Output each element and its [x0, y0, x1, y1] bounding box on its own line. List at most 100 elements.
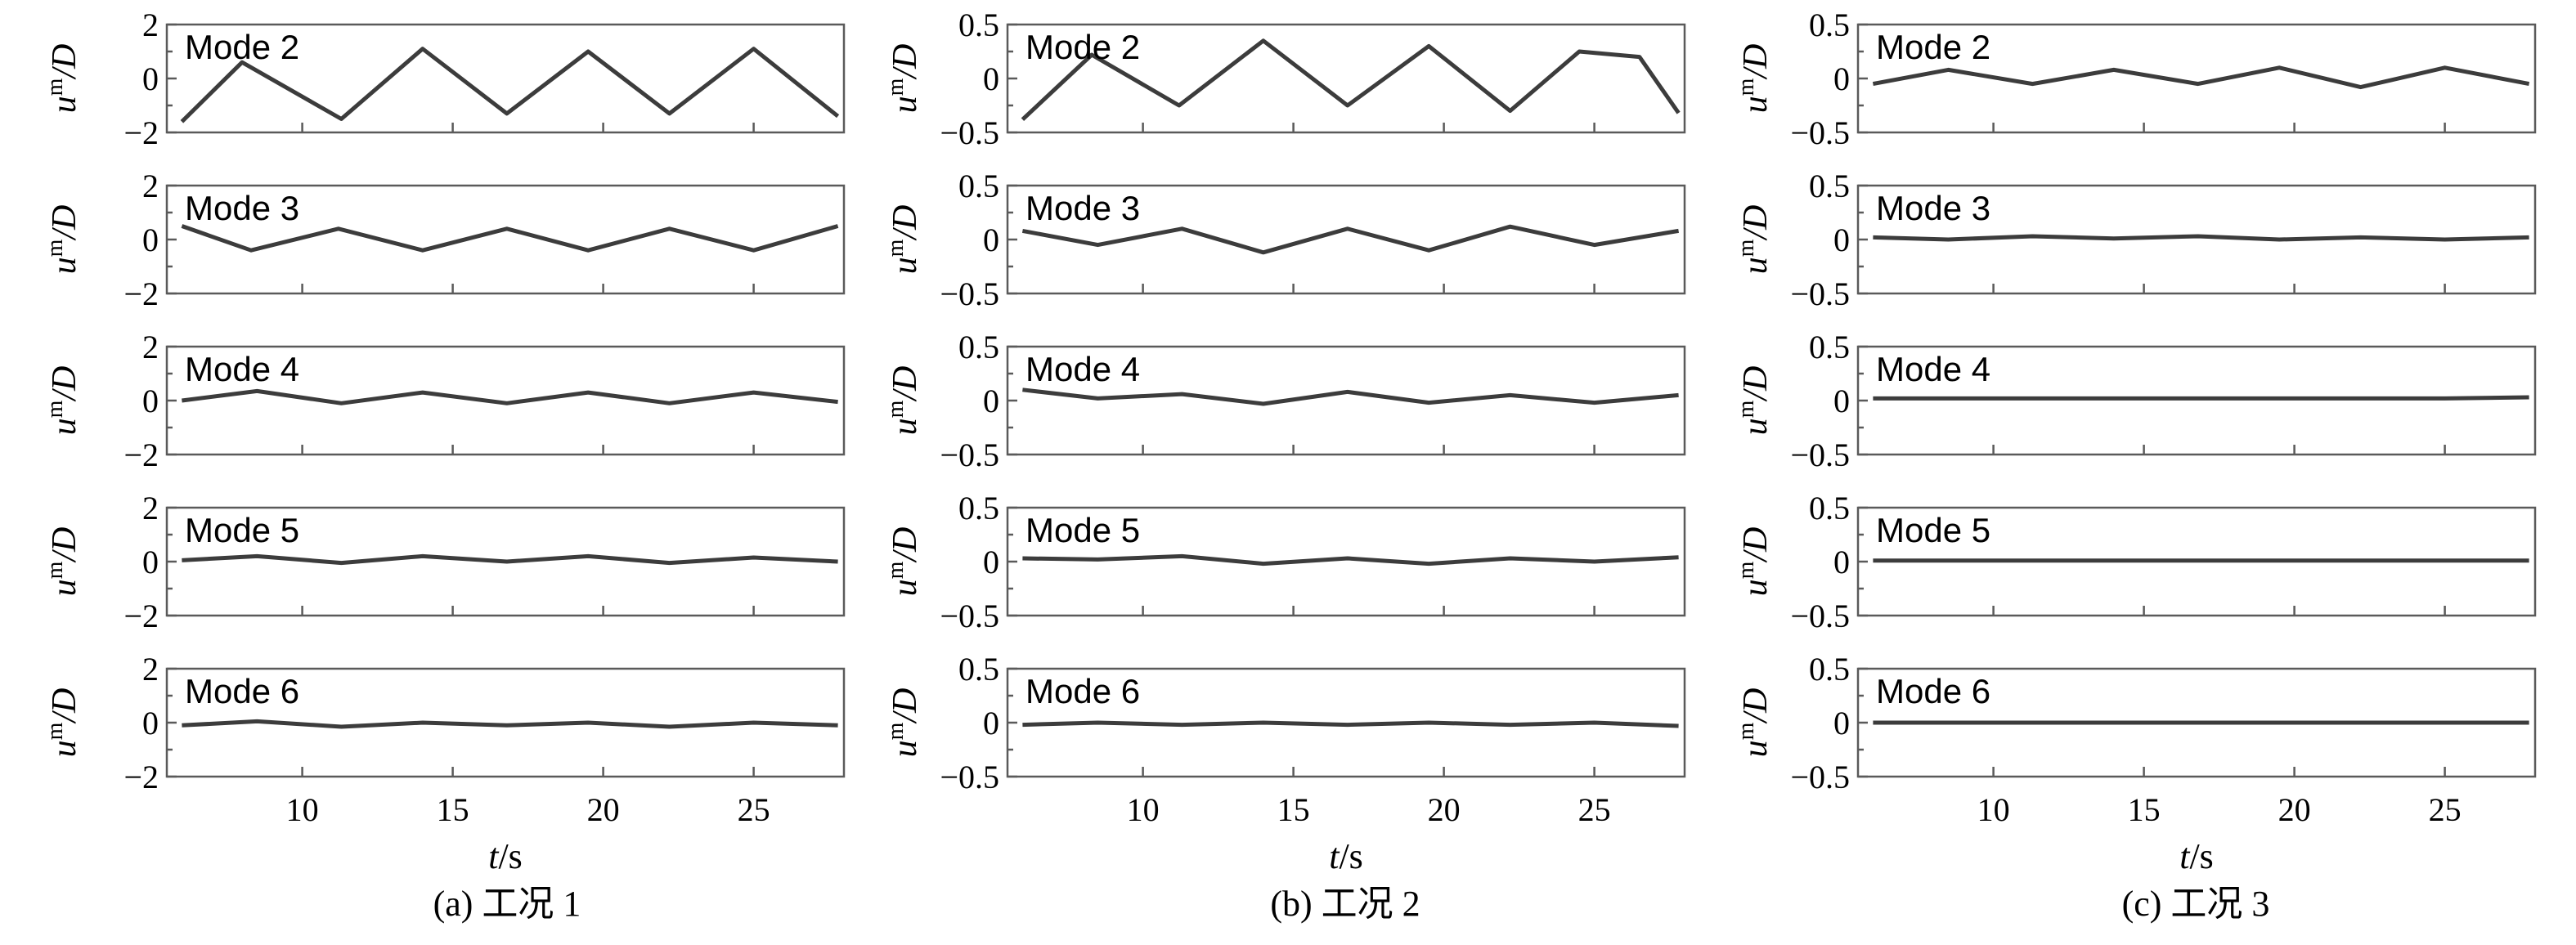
mode-label: Mode 6	[1025, 672, 1140, 710]
y-axis-label-tail: /D	[46, 688, 83, 724]
mode-label: Mode 6	[1876, 672, 1990, 710]
y-tick-label: 0	[983, 60, 999, 97]
x-tick-label: 15	[1277, 791, 1310, 828]
x-axis-label-main: t	[488, 836, 500, 876]
y-axis-label: um/D	[43, 44, 83, 114]
x-tick-label: 10	[286, 791, 319, 828]
y-axis-label: um/D	[43, 688, 83, 758]
y-tick-label: −0.5	[940, 598, 999, 634]
y-tick-label: −0.5	[940, 759, 999, 795]
y-axis-label: um/D	[883, 44, 924, 114]
y-axis-label-sup: m	[883, 78, 909, 96]
y-axis-label-sup: m	[1734, 78, 1759, 96]
y-axis-label-tail: /D	[886, 527, 924, 563]
y-tick-label: 0	[983, 383, 999, 419]
x-tick-label: 25	[2429, 791, 2462, 828]
y-axis-label: um/D	[883, 205, 924, 275]
subplot-3-2: 0.5 0 −0.5 Mode 2 um/D	[1734, 7, 2537, 151]
x-axis-label: t/s	[2179, 836, 2214, 876]
y-axis-label-main: u	[1737, 257, 1775, 274]
y-axis-label-sup: m	[883, 722, 909, 740]
mode-label: Mode 2	[185, 28, 299, 66]
y-tick-label: 0	[1833, 60, 1850, 97]
series-line	[182, 553, 838, 566]
y-axis-label-tail: /D	[46, 44, 83, 80]
series-line	[182, 719, 838, 729]
subplot-1-4: 2 0 −2 Mode 4 um/D	[43, 329, 846, 473]
y-axis-label: um/D	[1734, 44, 1775, 114]
y-tick-label: 0	[142, 60, 159, 97]
y-axis-label-tail: /D	[1737, 366, 1775, 402]
y-tick-label: −2	[123, 114, 159, 151]
series-line	[1021, 38, 1681, 122]
y-tick-label: 0	[1833, 544, 1850, 580]
y-tick-label: −0.5	[1790, 437, 1850, 473]
x-tick-label: 20	[1428, 791, 1461, 828]
subplot-1-5: 2 0 −2 Mode 5 um/D	[43, 490, 846, 634]
x-tick-label: 10	[1977, 791, 2010, 828]
y-tick-label: 0.5	[958, 490, 999, 526]
y-tick-label: 2	[142, 490, 159, 526]
y-axis-label-main: u	[46, 579, 83, 596]
mode-label: Mode 4	[1876, 350, 1990, 388]
series-line	[1873, 395, 2529, 401]
subplot-2-4: 0.5 0 −0.5 Mode 4 um/D	[883, 329, 1686, 473]
y-tick-label: 0	[983, 222, 999, 258]
y-axis-label: um/D	[1734, 527, 1775, 597]
y-axis-label-main: u	[1737, 418, 1775, 435]
x-tick-label: 15	[437, 791, 469, 828]
subplot-2-2: 0.5 0 −0.5 Mode 2 um/D	[883, 7, 1686, 151]
y-tick-label: −0.5	[1790, 598, 1850, 634]
y-axis-label: um/D	[43, 527, 83, 597]
y-tick-label: 0.5	[958, 329, 999, 365]
series-line	[1022, 387, 1679, 406]
subplot-2-5: 0.5 0 −0.5 Mode 5 um/D	[883, 490, 1686, 634]
mode-label: Mode 3	[1876, 189, 1990, 227]
mode-label: Mode 3	[1025, 189, 1140, 227]
y-tick-label: 0	[1833, 705, 1850, 741]
panel-caption: (a) 工况 1	[433, 884, 581, 924]
series-line	[1022, 553, 1679, 567]
series-line	[1021, 224, 1680, 255]
x-tick-label: 15	[2128, 791, 2161, 828]
y-axis-label-sup: m	[883, 239, 909, 257]
x-axis-label-unit: /s	[498, 836, 522, 876]
y-tick-label: 0	[1833, 222, 1850, 258]
subplot-3-6: 0.5 0 −0.5 Mode 6 um/D	[1734, 651, 2537, 795]
y-axis-label-sup: m	[1734, 239, 1759, 257]
y-axis-label: um/D	[883, 366, 924, 436]
y-tick-label: 0.5	[958, 168, 999, 204]
subplot-3-5: 0.5 0 −0.5 Mode 5 um/D	[1734, 490, 2537, 634]
y-axis-label: um/D	[1734, 205, 1775, 275]
y-tick-label: 0.5	[1809, 7, 1850, 43]
y-tick-label: −0.5	[940, 437, 999, 473]
y-axis-label-main: u	[46, 418, 83, 435]
y-axis-label: um/D	[883, 688, 924, 758]
mode-label: Mode 4	[1025, 350, 1140, 388]
series-line	[1873, 234, 2529, 242]
y-tick-label: 0.5	[1809, 651, 1850, 687]
y-axis-label-main: u	[886, 257, 924, 274]
y-tick-label: 0	[142, 705, 159, 741]
subplot-2-6: 0.5 0 −0.5 Mode 6 um/D	[883, 651, 1686, 795]
y-axis-label-main: u	[886, 579, 924, 596]
panel-caption: (c) 工况 3	[2122, 884, 2270, 924]
x-axis-label: t/s	[1329, 836, 1363, 876]
y-axis-label: um/D	[1734, 688, 1775, 758]
y-axis-label-main: u	[46, 96, 83, 113]
y-axis-label-main: u	[886, 740, 924, 757]
x-axis-label-unit: /s	[2189, 836, 2213, 876]
y-axis-label-sup: m	[43, 78, 68, 96]
y-tick-label: −0.5	[1790, 275, 1850, 312]
y-tick-label: 0	[1833, 383, 1850, 419]
mode-label: Mode 5	[1876, 511, 1990, 549]
subplot-1-3: 2 0 −2 Mode 3 um/D	[43, 168, 846, 312]
y-axis-label: um/D	[1734, 366, 1775, 436]
y-axis-label-tail: /D	[46, 205, 83, 241]
y-axis-label-tail: /D	[1737, 527, 1775, 563]
series-line	[181, 224, 839, 253]
y-tick-label: 2	[142, 651, 159, 687]
mode-label: Mode 4	[185, 350, 299, 388]
series-line	[180, 47, 840, 123]
